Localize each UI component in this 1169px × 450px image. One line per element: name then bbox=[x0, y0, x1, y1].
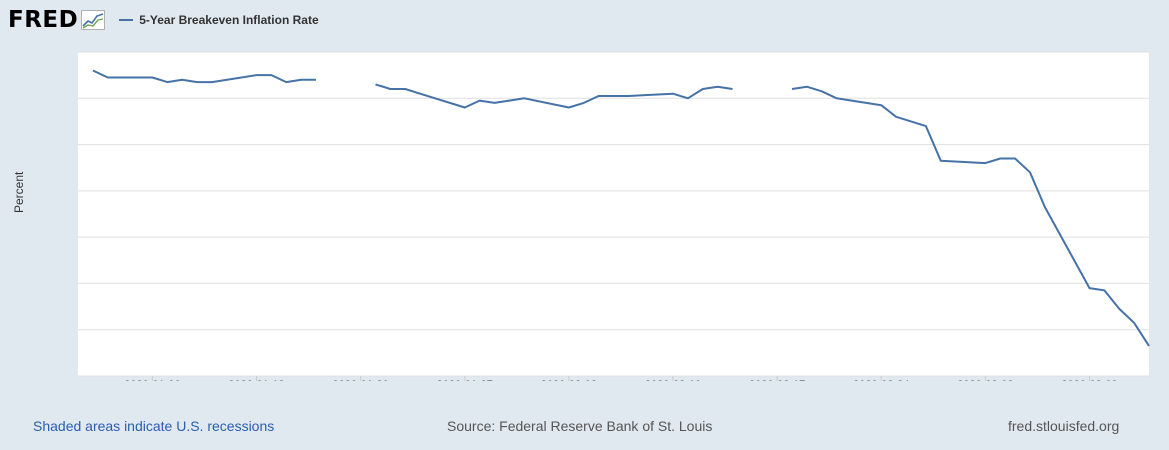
chart-line-icon bbox=[81, 10, 106, 30]
x-tick-label: 2020-01-27 bbox=[437, 379, 493, 381]
source-text: Source: Federal Reserve Bank of St. Loui… bbox=[447, 418, 713, 434]
x-tick-label: 2020-01-20 bbox=[332, 379, 388, 381]
series-line bbox=[92, 69, 316, 84]
recession-note-link[interactable]: Shaded areas indicate U.S. recessions bbox=[33, 418, 275, 434]
chart-plot: 0.40.60.81.01.21.41.61.82020-01-062020-0… bbox=[78, 51, 1150, 381]
legend: 5-Year Breakeven Inflation Rate bbox=[119, 13, 319, 27]
series-line bbox=[791, 85, 1150, 347]
legend-label[interactable]: 5-Year Breakeven Inflation Rate bbox=[139, 13, 319, 27]
x-tick-label: 2020-02-17 bbox=[749, 379, 805, 381]
y-axis-label: Percent bbox=[12, 171, 26, 213]
series-line bbox=[375, 83, 733, 109]
x-tick-label: 2020-03-02 bbox=[957, 379, 1013, 381]
plot-area bbox=[78, 52, 1149, 376]
site-link[interactable]: fred.stlouisfed.org bbox=[1008, 418, 1120, 434]
x-tick-label: 2020-01-06 bbox=[124, 379, 180, 381]
x-tick-label: 2020-02-03 bbox=[541, 379, 597, 381]
x-tick-label: 2020-02-10 bbox=[645, 379, 701, 381]
x-tick-label: 2020-02-24 bbox=[853, 379, 909, 381]
fred-logo[interactable]: FRED bbox=[8, 7, 79, 33]
x-tick-label: 2020-01-13 bbox=[228, 379, 284, 381]
legend-line-swatch bbox=[119, 19, 134, 21]
header: FRED 5-Year Breakeven Inflation Rate bbox=[8, 6, 319, 34]
x-tick-label: 2020-03-09 bbox=[1061, 379, 1117, 381]
